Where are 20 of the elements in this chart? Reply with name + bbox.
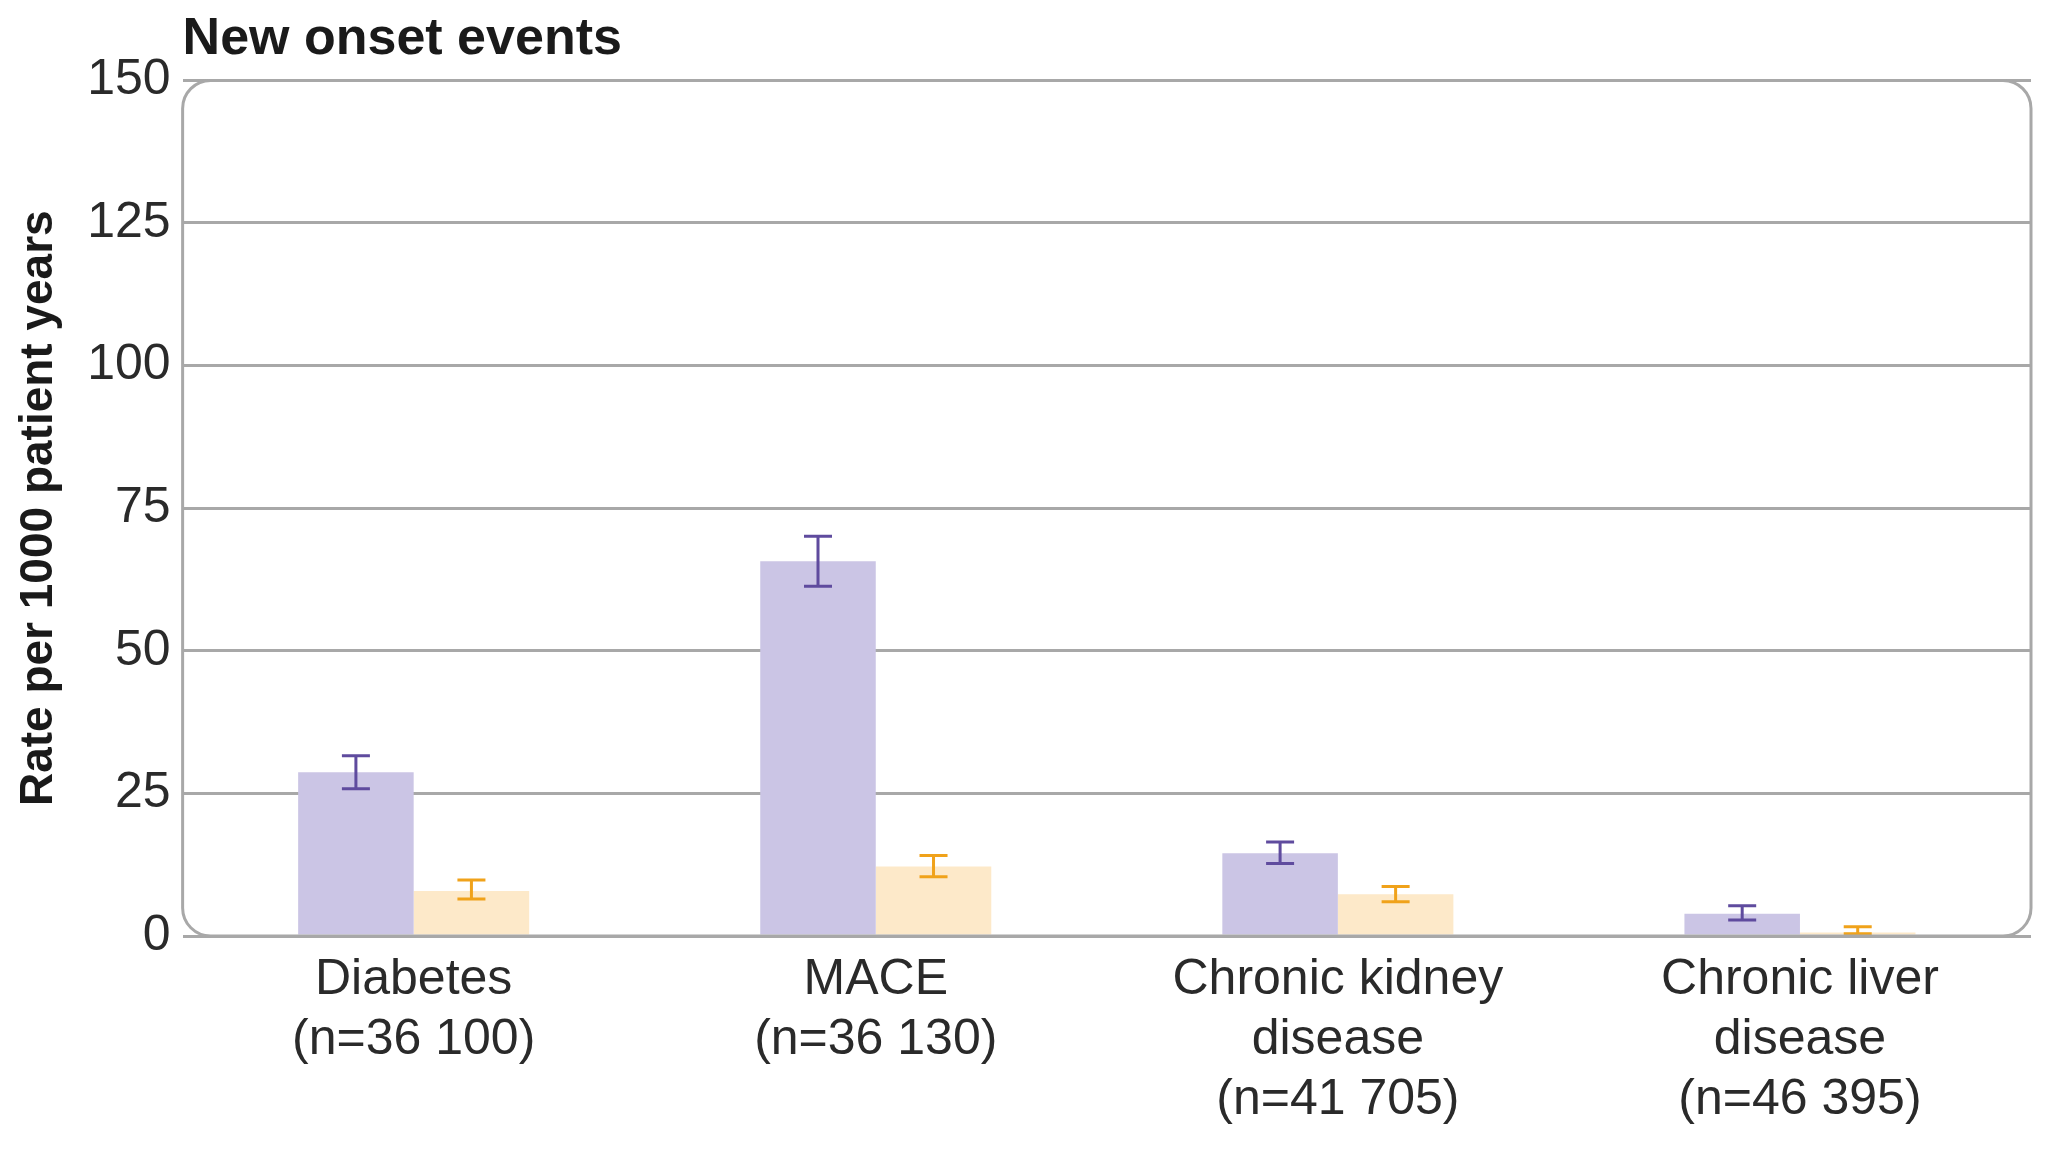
bar [1684,913,1800,935]
y-tick-label: 0 [142,904,171,961]
x-tick-label: Chronic liver disease (n=46 395) [1661,948,1939,1125]
chart-title: New onset events [182,6,622,65]
y-tick-label: 100 [87,334,171,391]
bar [1222,853,1338,935]
y-tick-label: 25 [115,762,171,819]
y-tick-label: 75 [115,476,171,533]
bar [760,561,876,935]
bar [875,866,992,935]
bar [298,772,414,935]
y-tick-label: 125 [87,191,171,248]
x-tick-label: MACE (n=36 130) [754,948,998,1065]
bar [1337,894,1454,935]
x-tick-label: Diabetes (n=36 100) [292,948,536,1065]
y-tick-label: 50 [115,619,171,676]
bar [413,890,530,935]
y-tick-label: 150 [87,49,171,106]
x-tick-label: Chronic kidney disease (n=41 705) [1172,948,1504,1125]
y-axis-title: Rate per 1000 patient years [10,210,63,807]
